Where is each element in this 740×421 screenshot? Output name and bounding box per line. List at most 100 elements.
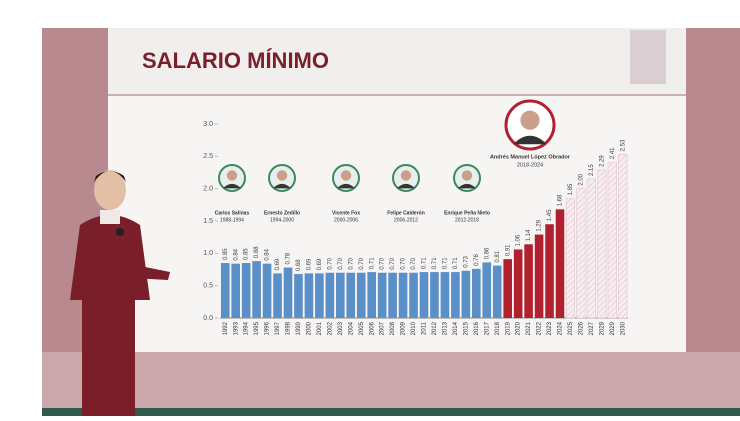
bar <box>241 263 251 318</box>
bar <box>220 263 230 318</box>
bar <box>367 272 376 318</box>
portrait-face <box>340 170 352 181</box>
value-label: 1.14 <box>526 229 532 241</box>
value-label: 0.71 <box>453 257 459 269</box>
bar <box>534 234 544 318</box>
x-tick-label: 2000 <box>307 321 313 335</box>
y-tick-label: 1.5 <box>203 218 213 225</box>
plot: 0.0 0.5 1.0 1.5 2.0 2.5 3.0 1992 0.85 1993 0.84 199… <box>203 99 628 335</box>
bar <box>346 272 356 318</box>
value-label: 0.85 <box>244 248 250 260</box>
bar <box>451 272 460 318</box>
value-label: 0.71 <box>422 257 428 269</box>
annotation-name: Andrés Manuel López Obrador <box>490 154 571 160</box>
chart-title: SALARIO MÍNIMO <box>142 48 329 73</box>
bar <box>325 272 335 318</box>
value-label: 0.70 <box>359 257 365 269</box>
value-label: 1.06 <box>516 234 522 246</box>
value-label: 0.70 <box>338 257 344 269</box>
bar-hatch <box>576 188 586 318</box>
portrait-body <box>396 183 416 189</box>
emblem <box>630 30 666 84</box>
portrait-face <box>520 110 540 130</box>
bar-hatch <box>608 162 617 318</box>
bar <box>304 273 314 318</box>
y-tick-label: 0.0 <box>203 315 213 322</box>
lower-backdrop <box>42 352 740 410</box>
value-label: 0.91 <box>505 244 511 256</box>
value-label: 0.70 <box>401 257 407 269</box>
bar <box>377 272 387 318</box>
portrait-face <box>400 170 412 181</box>
bar <box>419 272 429 318</box>
value-label: 2.00 <box>579 173 585 185</box>
x-tick-label: 2008 <box>390 321 396 335</box>
bar-hatch <box>566 198 575 318</box>
bar <box>555 209 565 318</box>
portrait-body <box>222 183 242 189</box>
bar <box>398 272 408 318</box>
x-tick-label: 2003 <box>338 321 344 335</box>
x-tick-label: 1993 <box>233 321 239 335</box>
value-label: 1.45 <box>547 209 553 221</box>
value-label: 0.69 <box>317 258 323 270</box>
bar <box>315 273 324 318</box>
portrait-body <box>457 183 477 189</box>
annotation-name: Felipe Calderón <box>387 210 425 216</box>
bar-hatch <box>587 178 596 318</box>
portrait-body <box>336 183 356 189</box>
speaker <box>70 170 170 416</box>
value-label: 0.69 <box>275 258 281 270</box>
value-label: 0.70 <box>348 257 354 269</box>
value-label: 0.78 <box>286 252 292 264</box>
x-tick-label: 2001 <box>317 321 323 335</box>
annotation-years: 2000-2006 <box>334 217 358 223</box>
value-label: 0.85 <box>223 248 229 260</box>
bar <box>503 259 512 318</box>
bar <box>482 262 492 318</box>
annotation-name: Ernesto Zedillo <box>264 210 300 216</box>
x-tick-label: 2012 <box>432 321 438 335</box>
x-tick-label: 2019 <box>505 321 511 335</box>
bar <box>492 265 502 318</box>
portrait-face <box>226 170 238 181</box>
value-label: 2.15 <box>589 164 595 176</box>
annotation-name: Enrique Peña Nieto <box>444 210 490 216</box>
x-tick-label: 1998 <box>286 321 292 335</box>
x-tick-label: 2002 <box>327 321 333 335</box>
annotation-years: 2018-2024 <box>517 162 543 168</box>
bar <box>231 263 240 318</box>
value-label: 0.70 <box>411 257 417 269</box>
x-tick-label: 2011 <box>422 321 428 335</box>
bar <box>513 249 523 318</box>
value-label: 0.84 <box>233 248 239 260</box>
value-label: 0.70 <box>390 257 396 269</box>
value-label: 0.70 <box>327 257 333 269</box>
portrait-face <box>276 170 288 181</box>
annotation-name: Carlos Salinas <box>215 210 250 216</box>
value-label: 0.73 <box>463 255 469 267</box>
bar-hatch <box>618 154 628 318</box>
x-tick-label: 2014 <box>453 321 459 335</box>
annotation-name: Vicente Fox <box>332 210 360 216</box>
x-tick-label: 2015 <box>463 321 469 335</box>
y-tick-label: 0.5 <box>203 283 213 290</box>
value-label: 2.53 <box>620 139 626 151</box>
value-label: 2.29 <box>599 155 605 167</box>
value-label: 0.86 <box>484 247 490 259</box>
x-tick-label: 2013 <box>443 321 449 335</box>
bar <box>336 272 345 318</box>
x-tick-label: 2007 <box>380 321 386 335</box>
bar-hatch <box>597 169 607 318</box>
annotation-years: 1994-2000 <box>270 217 294 223</box>
value-label: 0.71 <box>443 257 449 269</box>
bar <box>262 263 272 318</box>
bar <box>524 244 533 318</box>
bar <box>252 261 261 318</box>
x-tick-label: 2029 <box>610 321 616 335</box>
bar <box>273 273 282 318</box>
portrait-body <box>272 183 292 189</box>
header-rule <box>108 94 686 96</box>
annotation-years: 2012-2018 <box>455 217 479 223</box>
